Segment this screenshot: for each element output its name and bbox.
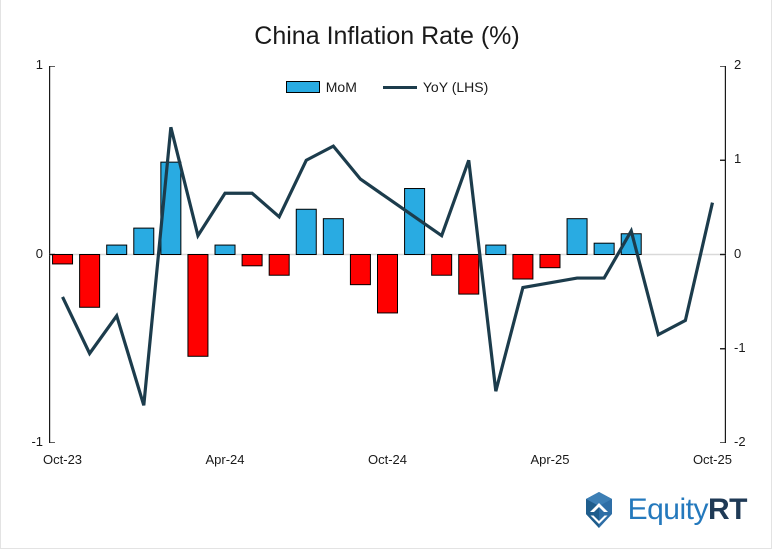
page-title: China Inflation Rate (%) [254,22,520,50]
y-axis-right-tick-label: -1 [734,339,746,355]
x-axis-tick-label: Oct-25 [692,452,732,467]
y-axis-right-tick-label: 2 [734,57,742,72]
bar [214,244,236,255]
bar [512,254,534,280]
legend-bar-swatch-icon [285,81,320,93]
plot-area [49,66,726,443]
y-axis-right-tick-label: -2 [734,434,746,449]
equityrt-diamond-icon [585,492,612,528]
bar [431,254,453,276]
y-axis-left-tick-label: -1 [31,434,43,449]
bar [268,254,290,276]
logo-text-rt: RT [708,493,748,526]
bar [133,227,155,255]
bar [106,244,128,255]
y-axis-right-tick-label: 0 [734,245,742,261]
bar [485,244,507,255]
legend-label-yoy: YoY (LHS) [422,79,489,95]
y-axis-left-tick-label: 0 [35,245,43,261]
bar [241,254,263,267]
chart-canvas [49,66,726,443]
chart-legend: MoM YoY (LHS) [1,80,772,94]
bar [349,254,371,286]
x-axis-tick-label: Oct-23 [43,452,83,467]
bar [187,254,209,357]
bar [566,218,588,255]
bar [52,254,74,265]
bar [593,242,615,256]
x-axis-tick-label: Oct-24 [367,452,407,467]
x-axis-tick-label: Apr-25 [530,452,570,467]
equityrt-logo: EquityRT [579,490,748,530]
bar [295,208,317,255]
legend-line-swatch-icon [382,85,417,89]
line-series-yoy [61,126,715,406]
bar [322,218,344,255]
bar [539,254,561,269]
logo-wordmark: EquityRT [627,493,748,526]
legend-item-yoy: YoY (LHS) [382,79,489,95]
bar [458,254,480,295]
legend-item-mom: MoM [285,79,357,95]
bar [377,254,398,314]
logo-text-equity: Equity [627,493,709,526]
legend-label-mom: MoM [325,79,357,95]
y-axis-right-tick-label: 1 [734,151,742,167]
y-axis-left-tick-label: 1 [35,57,43,72]
bar [79,254,101,308]
bar [404,188,426,255]
x-axis-tick-label: Apr-24 [205,452,245,467]
